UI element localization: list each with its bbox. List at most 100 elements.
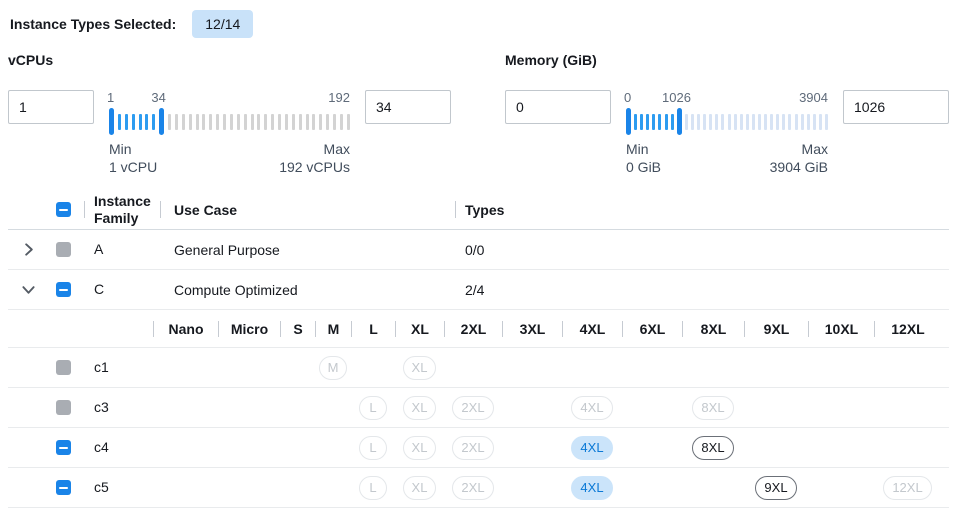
vcpus-slider-handle-min[interactable]	[109, 108, 114, 135]
vcpus-slider-scale: 1 34 192	[107, 90, 350, 107]
checkbox-c3	[55, 400, 71, 415]
size-column-separator	[315, 320, 316, 337]
memory-max-caption: Max 3904 GiB	[769, 141, 828, 175]
size-badge-c4-8XL[interactable]: 8XL	[692, 435, 734, 460]
memory-slider-tick	[697, 113, 701, 130]
memory-slider-tick	[703, 113, 707, 130]
instance-type-name: c3	[94, 399, 109, 415]
vcpus-slider-tick	[319, 113, 323, 130]
vcpus-min-caption: Min 1 vCPU	[109, 141, 158, 175]
use-case-cell: General Purpose	[174, 241, 280, 258]
use-case-cell: Compute Optimized	[174, 281, 298, 298]
size-badge-c3-L: L	[359, 395, 387, 420]
memory-slider-tick	[745, 113, 749, 130]
instance-type-row-c4: c4 L XL 2XL 4XL 8XL	[8, 428, 949, 468]
vcpus-slider-tick	[333, 113, 336, 130]
family-row-C: C Compute Optimized 2/4	[8, 270, 949, 310]
vcpus-slider-tick	[168, 113, 171, 130]
vcpus-max-caption: Max 192 vCPUs	[279, 141, 350, 175]
vcpus-scale-max-label: 192	[328, 90, 350, 105]
family-row-A: A General Purpose 0/0	[8, 230, 949, 270]
header-separator	[84, 201, 85, 218]
vcpus-filter-group: vCPUs 1 34 192 Min 1 vCPU Max 192	[8, 52, 451, 176]
size-badge-c5-L: L	[359, 475, 387, 500]
instance-type-row-c5: c5 L XL 2XL 4XL 9XL 12XL	[8, 468, 949, 508]
vcpus-slider-tick	[312, 113, 316, 130]
expand-chevron-A[interactable]	[8, 242, 48, 257]
vcpus-slider-tick	[209, 113, 213, 130]
vcpus-max-input[interactable]	[365, 90, 451, 124]
instance-type-row-c3: c3 L XL 2XL 4XL 8XL	[8, 388, 949, 428]
selection-summary-label: Instance Types Selected:	[10, 16, 177, 32]
size-column-separator	[444, 320, 445, 337]
checkbox-c5[interactable]	[55, 480, 71, 495]
memory-max-input[interactable]	[843, 90, 949, 124]
size-badge-c5-12XL: 12XL	[883, 475, 932, 500]
memory-slider-tick	[684, 113, 688, 130]
memory-title: Memory (GiB)	[505, 52, 597, 68]
memory-slider-tick	[715, 113, 719, 130]
column-header-use-case: Use Case	[174, 201, 238, 218]
vcpus-slider-tick	[202, 113, 206, 130]
size-column-header-3XL: 3XL	[502, 310, 562, 347]
selection-count-badge: 12/14	[192, 10, 254, 38]
size-column-separator	[502, 320, 503, 337]
size-badge-c4-4XL[interactable]: 4XL	[571, 435, 613, 460]
size-badge-c5-4XL[interactable]: 4XL	[571, 475, 613, 500]
checkbox-c4[interactable]	[55, 440, 71, 455]
vcpus-slider-handle-max[interactable]	[159, 108, 165, 135]
filters-section: vCPUs 1 34 192 Min 1 vCPU Max 192	[0, 52, 957, 176]
checkbox-family-A	[55, 242, 71, 257]
vcpus-min-input[interactable]	[8, 90, 94, 124]
vcpus-slider-tick	[346, 113, 350, 130]
vcpus-slider-tick	[117, 113, 121, 130]
types-count-cell: 2/4	[465, 281, 485, 298]
size-column-header-M: M	[315, 310, 351, 347]
expand-chevron-C[interactable]	[8, 282, 48, 297]
instance-family-table: Instance Family Use Case Types A General …	[8, 190, 949, 508]
memory-slider-tick	[739, 113, 743, 130]
vcpus-slider-track[interactable]	[109, 108, 350, 135]
size-column-separator	[280, 320, 281, 337]
memory-scale-min-label: 0	[624, 90, 632, 105]
memory-slider-tick	[800, 113, 804, 130]
vcpus-slider-tick	[181, 113, 185, 130]
size-column-separator	[622, 320, 623, 337]
memory-slider-tick	[664, 113, 668, 130]
header-separator	[455, 201, 456, 218]
select-all-checkbox[interactable]	[55, 202, 71, 217]
memory-slider-tick	[782, 113, 786, 130]
instance-type-row-c1: c1 M XL	[8, 348, 949, 388]
vcpus-scale-mid-label: 34	[151, 90, 166, 105]
memory-slider-tick	[770, 113, 774, 130]
size-column-header-2XL: 2XL	[444, 310, 502, 347]
instance-type-name: c4	[94, 439, 109, 455]
size-column-header-4XL: 4XL	[562, 310, 622, 347]
memory-min-input[interactable]	[505, 90, 611, 124]
memory-slider: 0 1026 3904 Min 0 GiB Max 3904 GiB	[624, 90, 828, 176]
checkbox-family-C[interactable]	[55, 282, 71, 297]
vcpus-slider-tick	[271, 113, 275, 130]
memory-slider-tick	[818, 113, 822, 130]
memory-slider-tick	[751, 113, 755, 130]
memory-slider-tick	[757, 113, 761, 130]
memory-filter-group: Memory (GiB) 0 1026 3904 Min 0 GiB Max	[505, 52, 949, 176]
size-column-separator	[562, 320, 563, 337]
selection-summary: Instance Types Selected: 12/14	[0, 0, 957, 40]
vcpus-slider-tick	[305, 113, 309, 130]
family-name: A	[94, 241, 104, 257]
memory-slider-tick	[652, 113, 656, 130]
memory-scale-mid-label: 1026	[662, 90, 691, 105]
table-header-row: Instance Family Use Case Types	[8, 190, 949, 230]
vcpus-slider: 1 34 192 Min 1 vCPU Max 192 vCPUs	[107, 90, 350, 176]
size-column-separator	[744, 320, 745, 337]
size-badge-c3-8XL: 8XL	[692, 395, 734, 420]
size-badge-c5-9XL[interactable]: 9XL	[755, 475, 797, 500]
size-column-separator	[682, 320, 683, 337]
types-count-cell: 0/0	[465, 241, 485, 258]
vcpus-slider-tick	[264, 113, 268, 130]
memory-slider-track[interactable]	[626, 108, 828, 135]
memory-slider-tick	[825, 113, 828, 130]
memory-slider-handle-min[interactable]	[626, 108, 631, 135]
memory-slider-handle-max[interactable]	[676, 108, 682, 135]
